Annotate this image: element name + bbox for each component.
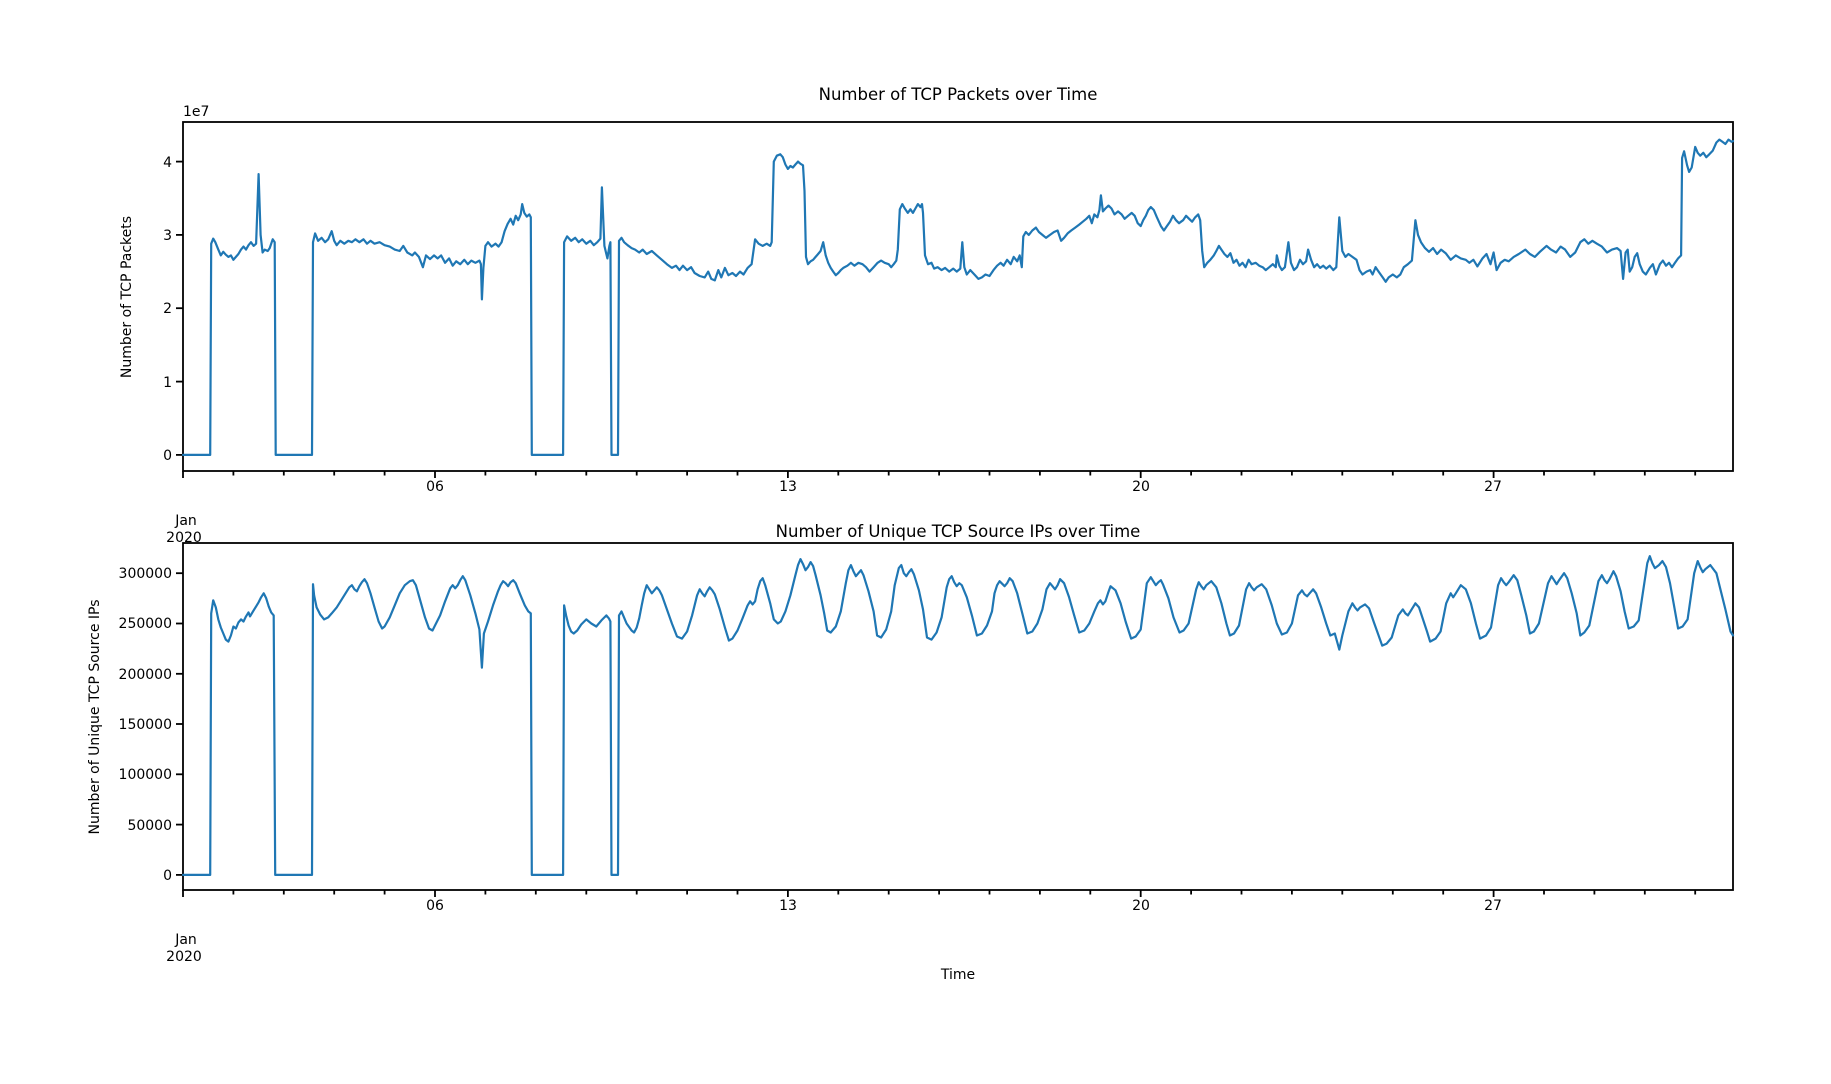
bottom-y-tick-3: 150000	[119, 717, 172, 733]
bottom-y-tick-0: 0	[163, 868, 172, 884]
top-y-tick-1: 1	[163, 375, 172, 391]
top-x-tick-27: 27	[1484, 479, 1502, 495]
top-x-tick-jan: Jan	[174, 513, 197, 529]
bottom-x-tick-27: 27	[1484, 898, 1502, 914]
unique-ips-axes	[176, 542, 1735, 897]
top-x-tick-13: 13	[779, 479, 797, 495]
top-x-tick-20: 20	[1132, 479, 1150, 495]
bottom-x-tick-20: 20	[1132, 898, 1150, 914]
tcp-packets-plot-border	[182, 121, 1734, 472]
bottom-y-tick-1: 50000	[127, 818, 172, 834]
top-chart-title: Number of TCP Packets over Time	[819, 85, 1098, 104]
bottom-y-tick-6: 300000	[119, 566, 172, 582]
bottom-y-tick-5: 250000	[119, 616, 172, 632]
top-y-tick-2: 2	[163, 301, 172, 317]
bottom-x-tick-06: 06	[426, 898, 444, 914]
bottom-x-tick-13: 13	[779, 898, 797, 914]
bottom-x-tick-year: 2020	[166, 949, 202, 965]
top-y-tick-4: 4	[163, 155, 172, 171]
unique-ips-line	[181, 554, 1735, 877]
top-x-tick-year: 2020	[166, 530, 202, 546]
bottom-y-tick-4: 200000	[119, 667, 172, 683]
unique-ips-plot-border	[182, 542, 1734, 891]
top-y-axis-label: Number of TCP Packets	[119, 216, 135, 378]
top-y-tick-3: 3	[163, 228, 172, 244]
bottom-y-axis-label: Number of Unique TCP Source IPs	[87, 599, 103, 834]
top-y-tick-0: 0	[163, 448, 172, 464]
unique-ips-chart-text: Number of Unique TCP Source IPs over Tim…	[87, 522, 1502, 983]
top-offset-text: 1e7	[183, 104, 209, 120]
bottom-y-tick-2: 100000	[119, 767, 172, 783]
tcp-packets-line	[181, 138, 1735, 456]
bottom-chart-title: Number of Unique TCP Source IPs over Tim…	[776, 522, 1141, 541]
geometry-layer	[176, 121, 1735, 897]
bottom-x-tick-jan: Jan	[174, 932, 197, 948]
tcp-packets-axes	[176, 121, 1735, 478]
tcp-packets-chart-text: Number of TCP Packets over Time 1e7 Numb…	[119, 85, 1502, 546]
x-axis-label-time: Time	[940, 967, 975, 983]
top-x-tick-06: 06	[426, 479, 444, 495]
